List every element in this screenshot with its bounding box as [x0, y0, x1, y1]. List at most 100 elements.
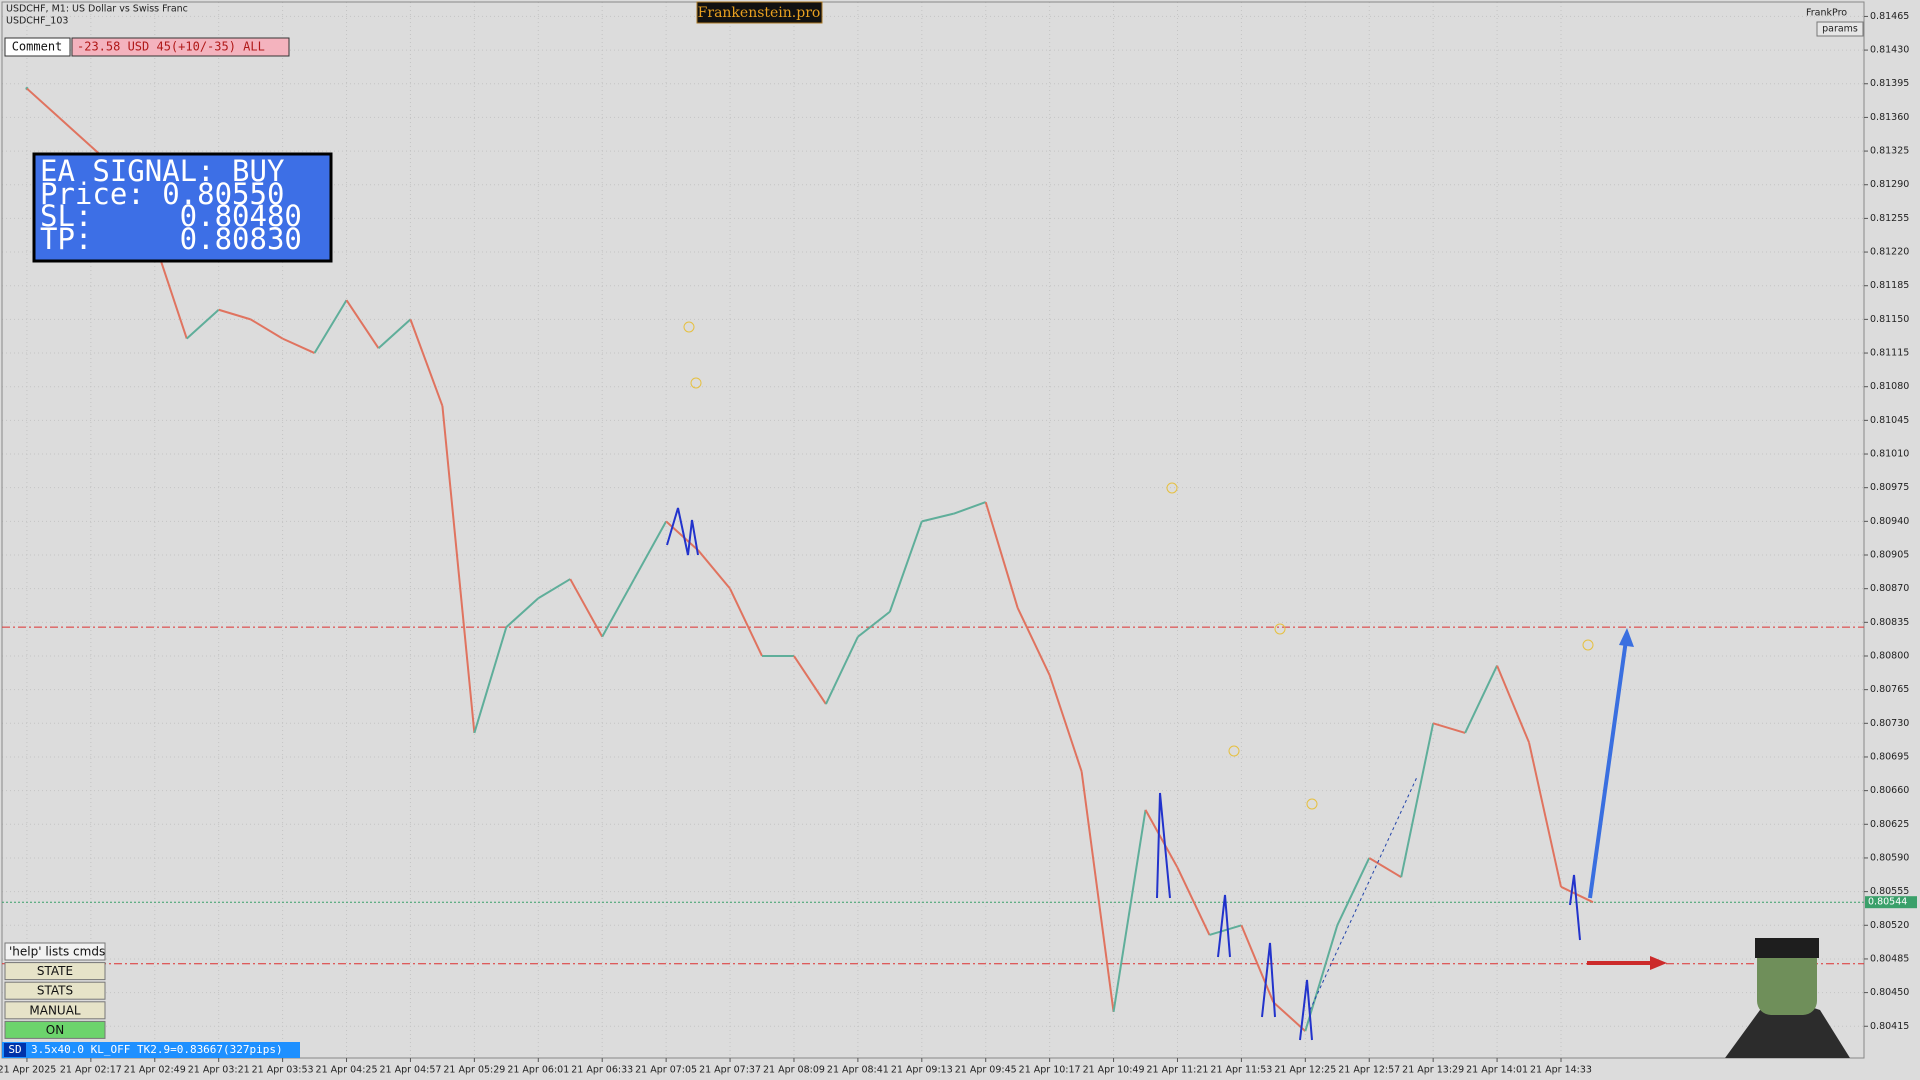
signal-tp: TP: 0.80830 [40, 222, 302, 256]
y-tick-label: 0.80870 [1870, 583, 1909, 594]
marker [1166, 482, 1178, 494]
price-segment [345, 299, 380, 349]
marker [683, 321, 695, 333]
levels [2, 626, 1864, 965]
price-segment [953, 501, 987, 515]
price-segment [1464, 665, 1498, 734]
y-tick-label: 0.80905 [1870, 550, 1909, 561]
price-segment [601, 578, 636, 638]
price-segment [473, 626, 508, 734]
x-tick-label: 21 Apr 07:05 [635, 1065, 697, 1076]
button-label[interactable]: STATE [37, 964, 73, 978]
button[interactable] [4, 981, 106, 1000]
avatar-hair [1755, 938, 1819, 958]
signal-sl: SL: 0.80480 [40, 199, 302, 233]
button-label[interactable]: 'help' lists cmds [9, 945, 105, 959]
y-tick-label: 0.81080 [1870, 381, 1909, 392]
price-segment [377, 318, 412, 349]
plot-frame [1, 1, 1865, 1059]
brand: Frankenstein.pro [698, 5, 821, 21]
x-tick-label: 21 Apr 14:01 [1466, 1065, 1528, 1076]
params-button[interactable] [1816, 21, 1864, 37]
marker [690, 377, 702, 389]
price-segment [1560, 885, 1594, 904]
price-segment [441, 405, 476, 734]
y-tick-label: 0.81010 [1870, 449, 1909, 460]
price-segment [537, 578, 571, 600]
price-segment [1112, 809, 1147, 1012]
y-tick-label: 0.81325 [1870, 146, 1909, 157]
x-tick-label: 21 Apr 05:29 [443, 1065, 505, 1076]
pattern [1217, 894, 1231, 958]
avatar-face [1757, 945, 1817, 1015]
pattern [1569, 874, 1581, 941]
avatar-body [1725, 1000, 1850, 1058]
x-tick-label: 21 Apr 09:13 [891, 1065, 953, 1076]
price-segment [729, 588, 763, 657]
price-segment [1368, 857, 1402, 879]
status-tag-box [4, 1043, 26, 1057]
y-tick-label: 0.80730 [1870, 718, 1909, 729]
y-tick-label: 0.81430 [1870, 45, 1909, 56]
y-tick-label: 0.80625 [1870, 819, 1909, 830]
x-tick-label: 21 Apr 12:25 [1274, 1065, 1336, 1076]
signal-title: EA SIGNAL: BUY [40, 154, 284, 188]
marker [1306, 798, 1318, 810]
y-tick-label: 0.80520 [1870, 920, 1909, 931]
y-tick-label: 0.81150 [1870, 314, 1909, 325]
x-tick-label: 21 Apr 08:41 [827, 1065, 889, 1076]
params-label[interactable]: params [1822, 24, 1858, 35]
price-segment [218, 308, 251, 321]
y-tick-label: 0.81185 [1870, 280, 1909, 291]
comment-box [4, 37, 71, 57]
y-tick-label: 0.80975 [1870, 482, 1909, 493]
price-segment [825, 636, 859, 705]
comment-label: Comment [12, 40, 63, 54]
button-label[interactable]: ON [46, 1023, 64, 1037]
status-text: 3.5x40.0 KL_OFF TK2.9=0.83667(327pips) [31, 1043, 283, 1056]
price-segment [505, 597, 539, 628]
status-bar [2, 1042, 300, 1058]
y-tick-label: 0.80800 [1870, 650, 1909, 661]
marker [1228, 745, 1240, 757]
x-tick-label: 21 Apr 04:57 [379, 1065, 441, 1076]
y-tick-label: 0.81465 [1870, 11, 1909, 22]
x-tick-label: 21 Apr 04:25 [316, 1065, 378, 1076]
button[interactable] [4, 1020, 106, 1039]
price-segment [1176, 867, 1211, 936]
button[interactable] [4, 962, 106, 981]
y-tick-label: 0.80415 [1870, 1021, 1909, 1032]
x-tick-label: 21 Apr 09:45 [955, 1065, 1017, 1076]
button[interactable] [4, 1001, 106, 1020]
price-segment [1496, 665, 1530, 743]
x-tick-label: 21 Apr 07:37 [699, 1065, 761, 1076]
x-tick-label: 21 Apr 03:53 [252, 1065, 314, 1076]
y-tick-label: 0.80555 [1870, 886, 1909, 897]
signal-price: Price: 0.80550 [40, 177, 284, 211]
price-segment [250, 318, 284, 340]
y-tick-label: 0.80940 [1870, 516, 1909, 527]
button-label[interactable]: STATS [37, 984, 73, 998]
button[interactable] [4, 942, 106, 961]
x-tick-label: 21 Apr 02:17 [60, 1065, 122, 1076]
x-tick-label: 21 Apr 08:09 [763, 1065, 825, 1076]
x-tick-label: 21 Apr 10:17 [1019, 1065, 1081, 1076]
brand-box [696, 1, 823, 24]
button-label[interactable]: MANUAL [29, 1003, 81, 1017]
price-segment [1209, 924, 1242, 936]
chart-subtitle: USDCHF_103 [6, 16, 68, 27]
arrow-head [1650, 956, 1667, 970]
price-segment [409, 319, 444, 407]
chart-title: USDCHF, M1: US Dollar vs Swiss Franc [6, 4, 188, 15]
button-panel: 'help' lists cmds STATE STATS MANUAL ON [4, 942, 106, 1039]
current-price-tag [1865, 896, 1917, 909]
comment-value: -23.58 USD 45(+10/-35) ALL [77, 40, 265, 54]
y-tick-label: 0.80590 [1870, 852, 1909, 863]
signal-panel [32, 152, 333, 263]
price-segment [857, 610, 891, 638]
current-price-label: 0.80544 [1868, 897, 1907, 908]
price-segment [1272, 1001, 1306, 1032]
price-segment [58, 116, 92, 148]
projection-arrow [1588, 632, 1629, 899]
